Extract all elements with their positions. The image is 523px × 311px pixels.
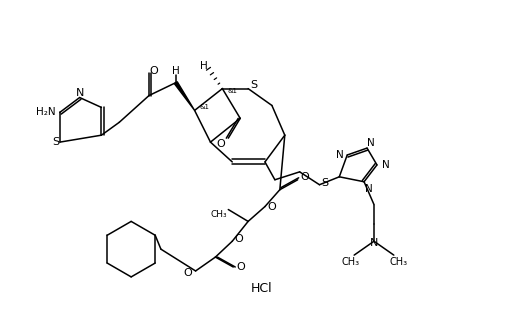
Text: N: N [370,238,378,248]
Text: N: N [365,184,373,194]
Text: H: H [200,61,208,71]
Text: CH₃: CH₃ [341,257,359,267]
Text: S: S [251,80,258,90]
Text: H: H [172,66,179,76]
Text: &1: &1 [228,88,237,94]
Text: O: O [183,268,192,278]
Text: N: N [382,160,390,170]
Text: N: N [336,150,344,160]
Text: O: O [268,202,276,211]
Text: O: O [300,172,309,182]
Text: S: S [52,137,60,147]
Text: N: N [367,138,375,148]
Text: S: S [321,178,328,188]
Text: HCl: HCl [251,282,273,295]
Text: &1: &1 [199,104,210,110]
Text: O: O [216,139,225,149]
Text: CH₃: CH₃ [210,210,226,219]
Text: O: O [237,262,246,272]
Polygon shape [174,82,195,110]
Text: O: O [150,66,158,76]
Text: N: N [75,88,84,98]
Text: CH₃: CH₃ [390,257,408,267]
Text: O: O [235,234,244,244]
Text: H₂N: H₂N [36,107,56,117]
